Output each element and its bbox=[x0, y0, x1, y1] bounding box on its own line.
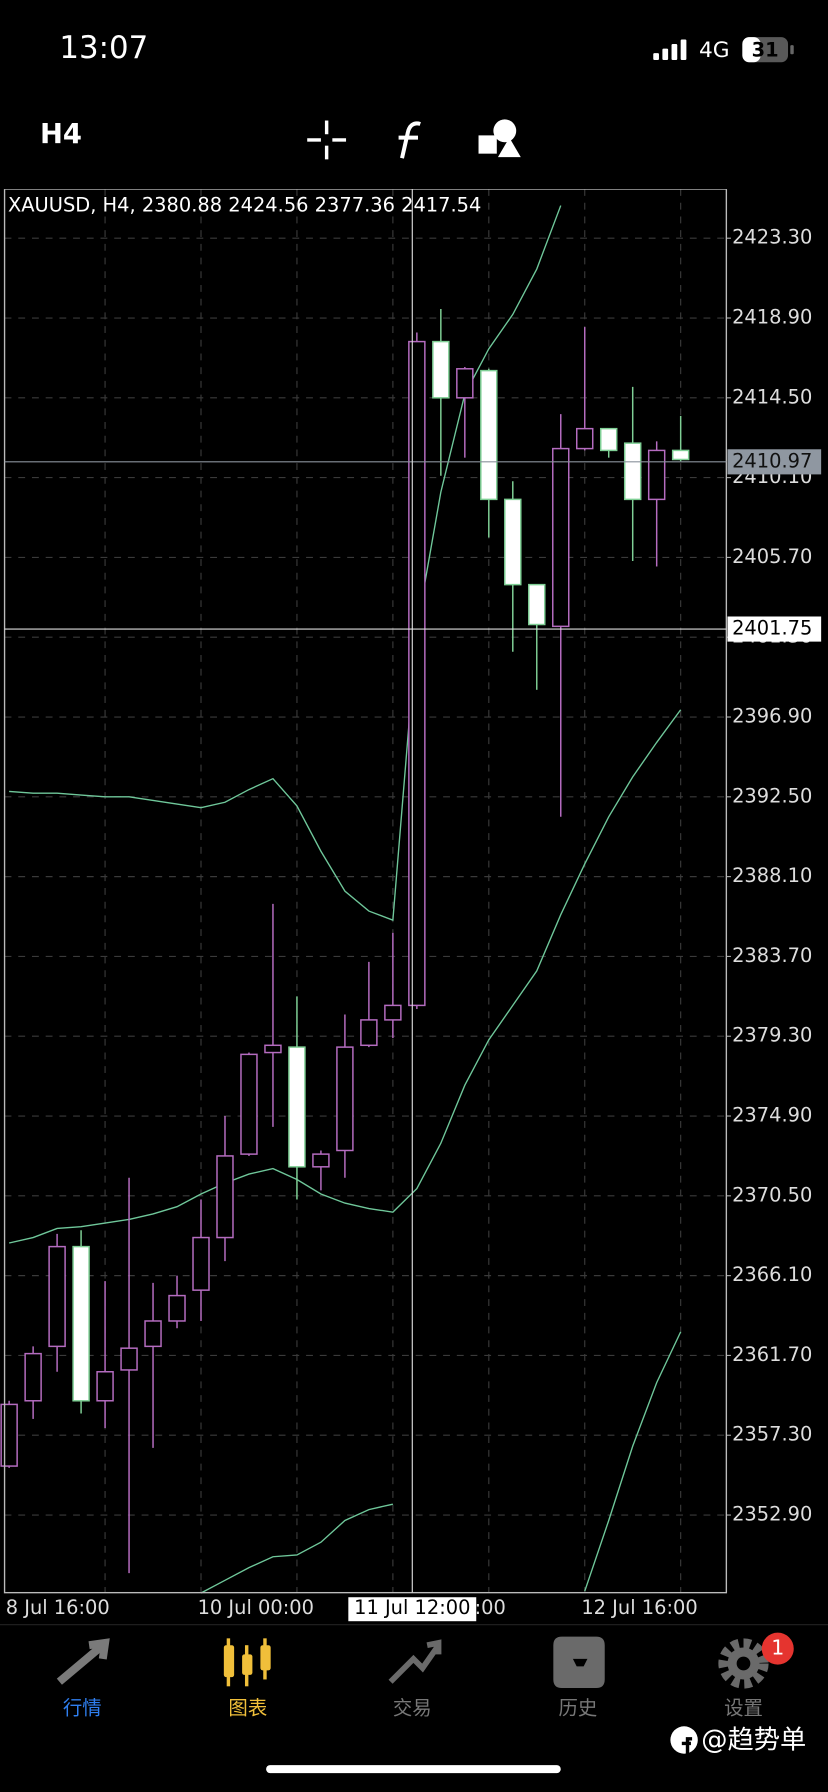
candle-body bbox=[216, 1155, 234, 1239]
x-tick-label: 10 Jul 00:00 bbox=[198, 1596, 314, 1619]
x-tick-label: 8 Jul 16:00 bbox=[6, 1596, 110, 1619]
candle-body bbox=[288, 1046, 306, 1168]
candle-body bbox=[576, 427, 594, 450]
history-icon bbox=[553, 1636, 605, 1689]
tab-label[interactable]: 图表 bbox=[228, 1697, 267, 1720]
bid-label: 2410.97 bbox=[732, 449, 812, 472]
candle-body bbox=[360, 1019, 378, 1047]
battery-level: 31 bbox=[752, 38, 779, 61]
signal-icon bbox=[653, 39, 687, 61]
band-line bbox=[200, 1331, 682, 1594]
crosshair-x-box bbox=[348, 1597, 477, 1622]
candle-body bbox=[384, 1004, 402, 1021]
candle-body bbox=[552, 447, 570, 628]
y-tick-label: 2383.70 bbox=[732, 944, 812, 967]
candle-body bbox=[120, 1347, 138, 1371]
y-tick-label: 2418.90 bbox=[732, 306, 812, 329]
watermark: @趋势单 bbox=[701, 1726, 806, 1756]
y-tick-label: 2414.50 bbox=[732, 385, 812, 408]
candle-body bbox=[623, 442, 642, 501]
x-tick-label: 12 Jul 16:00 bbox=[581, 1596, 697, 1619]
timeframe-button[interactable]: H4 bbox=[40, 119, 82, 150]
candle-body bbox=[408, 340, 426, 1007]
crosshair-y-box bbox=[727, 616, 822, 642]
candle-body bbox=[168, 1294, 186, 1322]
badge bbox=[761, 1632, 794, 1665]
badge-count: 1 bbox=[771, 1636, 784, 1660]
y-tick-label: 2357.30 bbox=[732, 1423, 812, 1446]
candle-body bbox=[336, 1046, 354, 1152]
y-tick-label: 2370.50 bbox=[732, 1183, 812, 1206]
y-tick-label: 2405.70 bbox=[732, 545, 812, 568]
candle-body bbox=[264, 1044, 282, 1054]
candle-body bbox=[0, 1403, 18, 1467]
candle-body bbox=[72, 1245, 90, 1402]
chart: 2423.302418.902414.502410.102405.702401.… bbox=[0, 160, 828, 1622]
y-tick-label: 2361.70 bbox=[732, 1343, 812, 1366]
candle-body bbox=[312, 1153, 330, 1168]
y-tick-label: 2366.10 bbox=[732, 1263, 812, 1286]
tab-label[interactable]: 历史 bbox=[558, 1697, 597, 1720]
crosshair-x-label: 11 Jul 12:00 bbox=[354, 1596, 470, 1619]
y-tick-label: 2423.30 bbox=[732, 226, 812, 249]
candle-body bbox=[192, 1236, 210, 1291]
band-line bbox=[8, 709, 682, 1244]
candle-body bbox=[647, 449, 666, 501]
header-mask bbox=[0, 160, 828, 190]
trade-icon bbox=[388, 1639, 442, 1684]
battery-icon bbox=[742, 37, 794, 63]
quotes-icon bbox=[56, 1638, 110, 1685]
home-indicator bbox=[266, 1765, 561, 1774]
candle-body bbox=[432, 340, 450, 399]
y-tick-label: 2379.30 bbox=[732, 1024, 812, 1047]
status-time: 13:07 bbox=[59, 30, 148, 66]
watermark-icon-glyph bbox=[681, 1737, 693, 1754]
candle-body bbox=[96, 1371, 114, 1402]
crosshair-tool[interactable] bbox=[307, 120, 347, 160]
network-label: 4G bbox=[699, 38, 730, 63]
y-tick-label: 2392.50 bbox=[732, 784, 812, 807]
candle-body bbox=[528, 583, 546, 626]
y-tick-label: 2374.90 bbox=[732, 1104, 812, 1127]
candle-body bbox=[240, 1053, 258, 1155]
chart-title: XAUUSD, H4, 2380.88 2424.56 2377.36 2417… bbox=[8, 194, 481, 217]
y-tick-label: 2352.90 bbox=[732, 1503, 812, 1526]
candle-body bbox=[144, 1320, 162, 1348]
candle-body bbox=[48, 1245, 66, 1348]
y-tick-label: 2396.90 bbox=[732, 705, 812, 728]
y-tick-label: 2388.10 bbox=[732, 864, 812, 887]
crosshair-y-label: 2401.75 bbox=[732, 617, 812, 640]
candle-body bbox=[480, 369, 498, 501]
settings-icon bbox=[718, 1638, 769, 1689]
tab-label[interactable]: 设置 bbox=[724, 1697, 763, 1720]
candle-body bbox=[599, 427, 618, 452]
watermark-icon bbox=[670, 1726, 698, 1754]
objects-tool[interactable] bbox=[478, 119, 521, 158]
candle-body bbox=[671, 449, 690, 461]
bid-label-box bbox=[727, 449, 822, 475]
candle-body bbox=[24, 1352, 42, 1402]
tab-label[interactable]: 行情 bbox=[63, 1697, 102, 1720]
indicators-tool[interactable] bbox=[398, 121, 421, 159]
candle-body bbox=[456, 368, 474, 399]
candle-body bbox=[504, 498, 522, 586]
chart-icon bbox=[223, 1638, 271, 1687]
tab-label[interactable]: 交易 bbox=[393, 1697, 432, 1720]
